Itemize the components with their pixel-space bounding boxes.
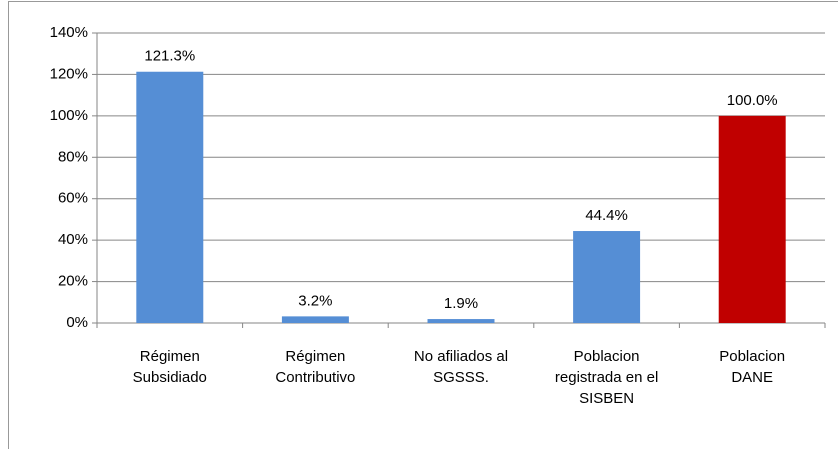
data-label: 121.3% [144, 48, 195, 65]
y-tick-label: 60% [58, 190, 88, 207]
data-label: 1.9% [444, 295, 478, 312]
bar [427, 319, 495, 323]
x-tick-label: Régimen Contributivo [275, 348, 356, 386]
bar [136, 71, 204, 323]
y-tick-label: 80% [58, 148, 88, 165]
y-tick-label: 20% [58, 273, 88, 290]
x-tick-label: Poblacion registrada en el SISBEN [554, 348, 659, 407]
y-tick-label: 140% [50, 24, 88, 41]
y-tick-label: 40% [58, 231, 88, 248]
y-tick-label: 0% [66, 314, 88, 331]
data-label: 3.2% [298, 292, 332, 309]
x-tick-label: No afiliados al SGSSS. [413, 348, 509, 386]
data-label: 44.4% [585, 207, 628, 224]
x-tick-label: Poblacion DANE [719, 348, 786, 386]
chart-frame [8, 1, 838, 449]
y-tick-label: 120% [50, 65, 88, 82]
y-tick-label: 100% [50, 107, 88, 124]
bar [573, 231, 641, 323]
data-label: 100.0% [727, 92, 778, 109]
x-tick-label: Régimen Subsidiado [132, 348, 207, 386]
bar [281, 316, 349, 323]
bar [718, 115, 786, 323]
